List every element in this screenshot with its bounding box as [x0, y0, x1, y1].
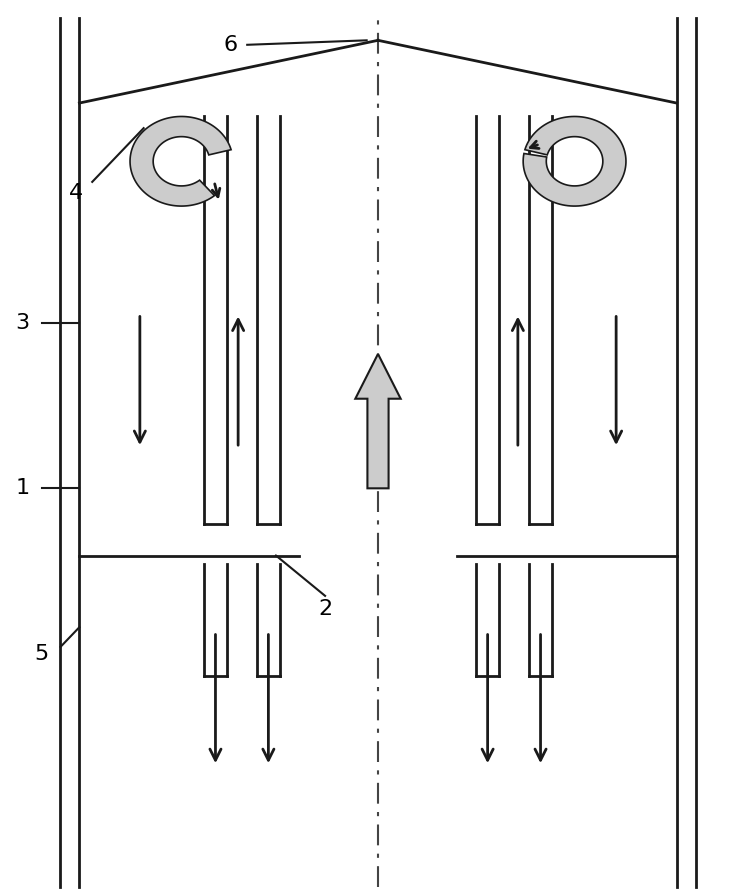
- Polygon shape: [355, 354, 401, 488]
- Text: 6: 6: [224, 35, 237, 55]
- Polygon shape: [523, 116, 626, 206]
- Text: 5: 5: [35, 644, 48, 664]
- Polygon shape: [130, 116, 231, 206]
- Text: 2: 2: [318, 599, 332, 619]
- Text: 4: 4: [69, 183, 82, 202]
- Text: 3: 3: [16, 313, 29, 332]
- Text: 1: 1: [16, 478, 29, 498]
